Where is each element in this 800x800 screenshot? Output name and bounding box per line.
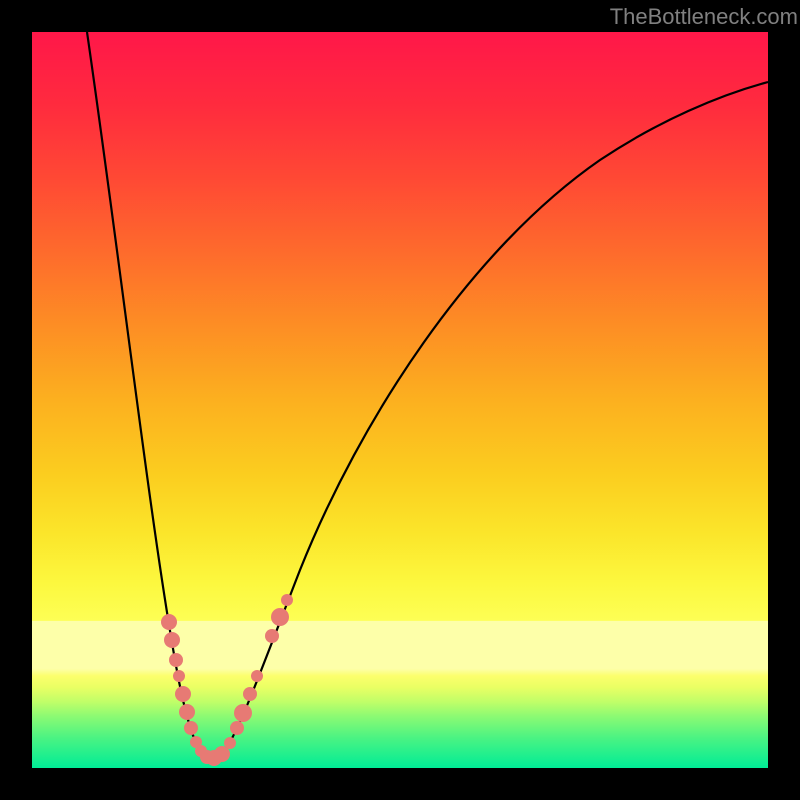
data-marker [164,632,180,648]
chart-svg-layer [0,0,800,800]
data-marker [265,629,279,643]
watermark-text: TheBottleneck.com [582,4,798,30]
data-marker [184,721,198,735]
data-marker [281,594,293,606]
data-marker [224,737,236,749]
data-marker [230,721,244,735]
data-marker [179,704,195,720]
data-marker [169,653,183,667]
data-marker [175,686,191,702]
data-marker [234,704,252,722]
data-marker [271,608,289,626]
data-marker [243,687,257,701]
data-marker [173,670,185,682]
data-marker [251,670,263,682]
bottleneck-curve-right [212,82,768,758]
bottleneck-curve-left [87,32,212,758]
data-marker [161,614,177,630]
